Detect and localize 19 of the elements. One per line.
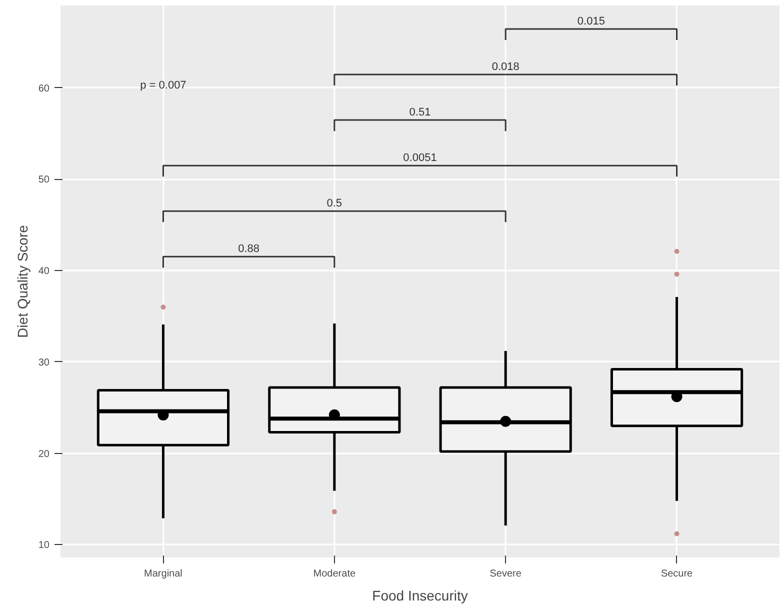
x-tick-label: Secure bbox=[660, 568, 694, 580]
y-tick-label: 30 bbox=[38, 357, 50, 368]
y-tick-label: 60 bbox=[38, 83, 50, 94]
annotation: 0.51 bbox=[409, 106, 431, 119]
x-tick-label: Moderate bbox=[313, 568, 356, 580]
annotation: 0.5 bbox=[326, 198, 342, 210]
x-tick-label: Severe bbox=[490, 568, 522, 580]
annotation: 0.88 bbox=[238, 243, 260, 256]
y-tick-label: 40 bbox=[38, 266, 50, 278]
y-tick-label: 10 bbox=[38, 540, 50, 552]
y-tick-label: 50 bbox=[38, 174, 50, 186]
annotation: 0.015 bbox=[577, 16, 605, 28]
annotation: 0.018 bbox=[492, 61, 520, 74]
annotation: p = 0.007 bbox=[140, 80, 186, 92]
annotation: 0.0051 bbox=[403, 152, 437, 164]
y-axis-title: Diet Quality Score bbox=[14, 224, 30, 338]
x-tick-label: Marginal bbox=[144, 568, 182, 580]
y-tick-label: 20 bbox=[38, 448, 50, 460]
x-axis-title: Food Insecurity bbox=[372, 588, 468, 604]
